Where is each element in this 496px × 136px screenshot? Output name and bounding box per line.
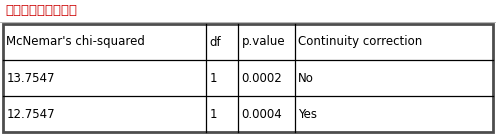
- Text: 0.0004: 0.0004: [242, 107, 282, 120]
- Text: 1: 1: [210, 72, 217, 84]
- Text: df: df: [210, 35, 222, 49]
- Text: 12.7547: 12.7547: [6, 107, 55, 120]
- Text: Continuity correction: Continuity correction: [298, 35, 422, 49]
- Text: 13.7547: 13.7547: [6, 72, 55, 84]
- Text: 0.0002: 0.0002: [242, 72, 282, 84]
- Text: 1: 1: [210, 107, 217, 120]
- Text: Yes: Yes: [298, 107, 317, 120]
- Text: p.value: p.value: [242, 35, 285, 49]
- Text: No: No: [298, 72, 314, 84]
- Text: 配对资料的卡方检验: 配对资料的卡方检验: [5, 4, 77, 17]
- Text: McNemar's chi-squared: McNemar's chi-squared: [6, 35, 145, 49]
- Bar: [3, 24, 493, 132]
